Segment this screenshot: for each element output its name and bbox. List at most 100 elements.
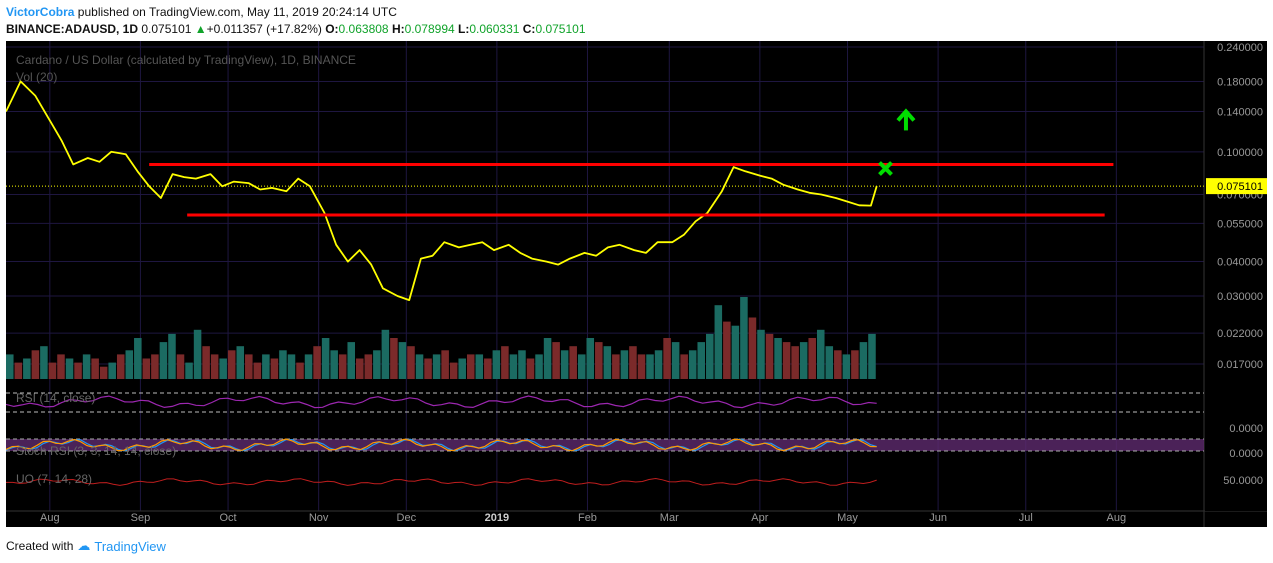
chart-container[interactable]: Cardano / US Dollar (calculated by Tradi… bbox=[5, 41, 1267, 527]
volume-bar bbox=[706, 333, 714, 379]
time-tick-label: Feb bbox=[578, 512, 597, 524]
volume-bar bbox=[569, 346, 577, 379]
last-price-tag-label: 0.075101 bbox=[1217, 181, 1263, 193]
volume-bar bbox=[330, 350, 338, 379]
volume-bar bbox=[270, 358, 279, 379]
volume-bar bbox=[390, 338, 398, 379]
close-label: C: bbox=[522, 22, 536, 36]
volume-bar bbox=[253, 362, 262, 379]
published-text: published on TradingView.com, May 11, 20… bbox=[74, 5, 397, 19]
volume-bar bbox=[560, 350, 569, 379]
volume-bar bbox=[381, 329, 390, 379]
volume-bar bbox=[185, 362, 193, 379]
arrow-head bbox=[896, 108, 916, 122]
volume-bar bbox=[14, 362, 23, 379]
time-tick-label: Jun bbox=[929, 512, 947, 524]
symbol-quote: BINANCE:ADAUSD, 1D 0.075101 ▲+0.011357 (… bbox=[6, 22, 586, 36]
cross-stroke bbox=[878, 161, 893, 176]
volume-bar bbox=[398, 342, 407, 379]
stoch-axis-label: 0.0000 bbox=[1229, 423, 1263, 435]
change-arrow-icon: ▲ bbox=[194, 22, 207, 36]
volume-bar bbox=[646, 354, 654, 379]
volume-bar bbox=[236, 346, 245, 379]
volume-bar bbox=[245, 354, 253, 379]
volume-bar bbox=[279, 350, 287, 379]
volume-bar bbox=[23, 358, 31, 379]
volume-bar bbox=[6, 354, 14, 379]
chart-grid bbox=[6, 41, 1267, 527]
chart-title: Cardano / US Dollar (calculated by Tradi… bbox=[16, 53, 356, 67]
volume-bar bbox=[134, 338, 142, 379]
volume-bar bbox=[834, 350, 842, 379]
volume-bar bbox=[219, 358, 227, 379]
volume-bar bbox=[825, 346, 834, 379]
volume-bar bbox=[475, 354, 484, 379]
price-axis: 0.2400000.1800000.1400000.1000000.070000… bbox=[1205, 41, 1267, 511]
volume-bar bbox=[748, 317, 757, 379]
price-tick-label: 0.100000 bbox=[1217, 147, 1263, 159]
volume-bar bbox=[424, 358, 432, 379]
time-tick-label: Sep bbox=[131, 512, 151, 524]
volume-bar bbox=[774, 338, 782, 379]
volume-bar bbox=[262, 354, 270, 379]
volume-bar bbox=[680, 354, 688, 379]
uo-line bbox=[6, 477, 877, 486]
volume-bar bbox=[501, 346, 509, 379]
price-axis-bg bbox=[1205, 41, 1267, 511]
volume-bar bbox=[851, 350, 859, 379]
volume-bar bbox=[48, 362, 57, 379]
volume-bar bbox=[603, 346, 612, 379]
last-price-tag bbox=[1206, 178, 1267, 195]
volume-bar bbox=[723, 321, 731, 379]
volume-bar bbox=[688, 350, 697, 379]
volume-bar bbox=[518, 350, 526, 379]
cross-icon bbox=[878, 161, 893, 176]
volume-bar bbox=[492, 350, 501, 379]
time-tick-label: Aug bbox=[1107, 512, 1127, 524]
volume-bar bbox=[65, 358, 74, 379]
volume-bar bbox=[304, 354, 313, 379]
uo-axis-label: 50.0000 bbox=[1223, 475, 1263, 487]
volume-bar bbox=[99, 366, 108, 379]
volume-bar bbox=[82, 354, 91, 379]
volume-bar bbox=[415, 354, 424, 379]
author-link[interactable]: VictorCobra bbox=[6, 5, 75, 19]
tradingview-link[interactable]: TradingView bbox=[94, 538, 166, 554]
volume-bar bbox=[714, 305, 723, 379]
volume-bar bbox=[586, 338, 595, 379]
open-value: 0.063808 bbox=[338, 22, 389, 36]
time-tick-label: May bbox=[837, 512, 858, 524]
stoch-axis-label: 0.0000 bbox=[1229, 448, 1263, 460]
time-tick-label: Apr bbox=[751, 512, 768, 524]
volume-bar bbox=[782, 342, 791, 379]
volume-bar bbox=[842, 354, 851, 379]
volume-bar bbox=[202, 346, 210, 379]
volume-bar bbox=[168, 333, 176, 379]
volume-bar bbox=[757, 329, 765, 379]
volume-bar bbox=[321, 338, 330, 379]
time-axis: Aug Sep Oct Nov Dec 2019 Feb Mar Apr May Jun Jul Aug bbox=[40, 512, 1126, 524]
volume-bar bbox=[176, 354, 185, 379]
volume-bar bbox=[663, 338, 671, 379]
created-with-text: Created with bbox=[6, 539, 74, 553]
symbol-name: BINANCE:ADAUSD, 1D bbox=[6, 22, 139, 36]
close-value: 0.075101 bbox=[535, 22, 586, 36]
volume-bar bbox=[116, 354, 125, 379]
volume-bar bbox=[338, 354, 347, 379]
time-tick-label: Oct bbox=[220, 512, 237, 524]
volume-label: Vol (20) bbox=[16, 70, 57, 84]
volume-bar bbox=[210, 354, 219, 379]
tradingview-logo-icon[interactable]: ☁ bbox=[77, 538, 91, 553]
volume-bar bbox=[543, 338, 552, 379]
price-layer bbox=[5, 80, 878, 302]
volume-bar bbox=[629, 346, 637, 379]
stoch-k-line bbox=[5, 438, 877, 452]
time-tick-label: 2019 bbox=[485, 512, 509, 524]
price-chart[interactable]: Cardano / US Dollar (calculated by Tradi… bbox=[5, 41, 1267, 527]
price-tick-label: 0.030000 bbox=[1217, 291, 1263, 303]
indicator-panes: RSI (14, close) Stoch RSI (3, 3, 14, 14, … bbox=[5, 391, 1204, 486]
stoch-d-line bbox=[5, 438, 877, 452]
volume-bar bbox=[108, 362, 116, 379]
volume-bar bbox=[799, 342, 808, 379]
price-tick-label: 0.140000 bbox=[1217, 107, 1263, 119]
